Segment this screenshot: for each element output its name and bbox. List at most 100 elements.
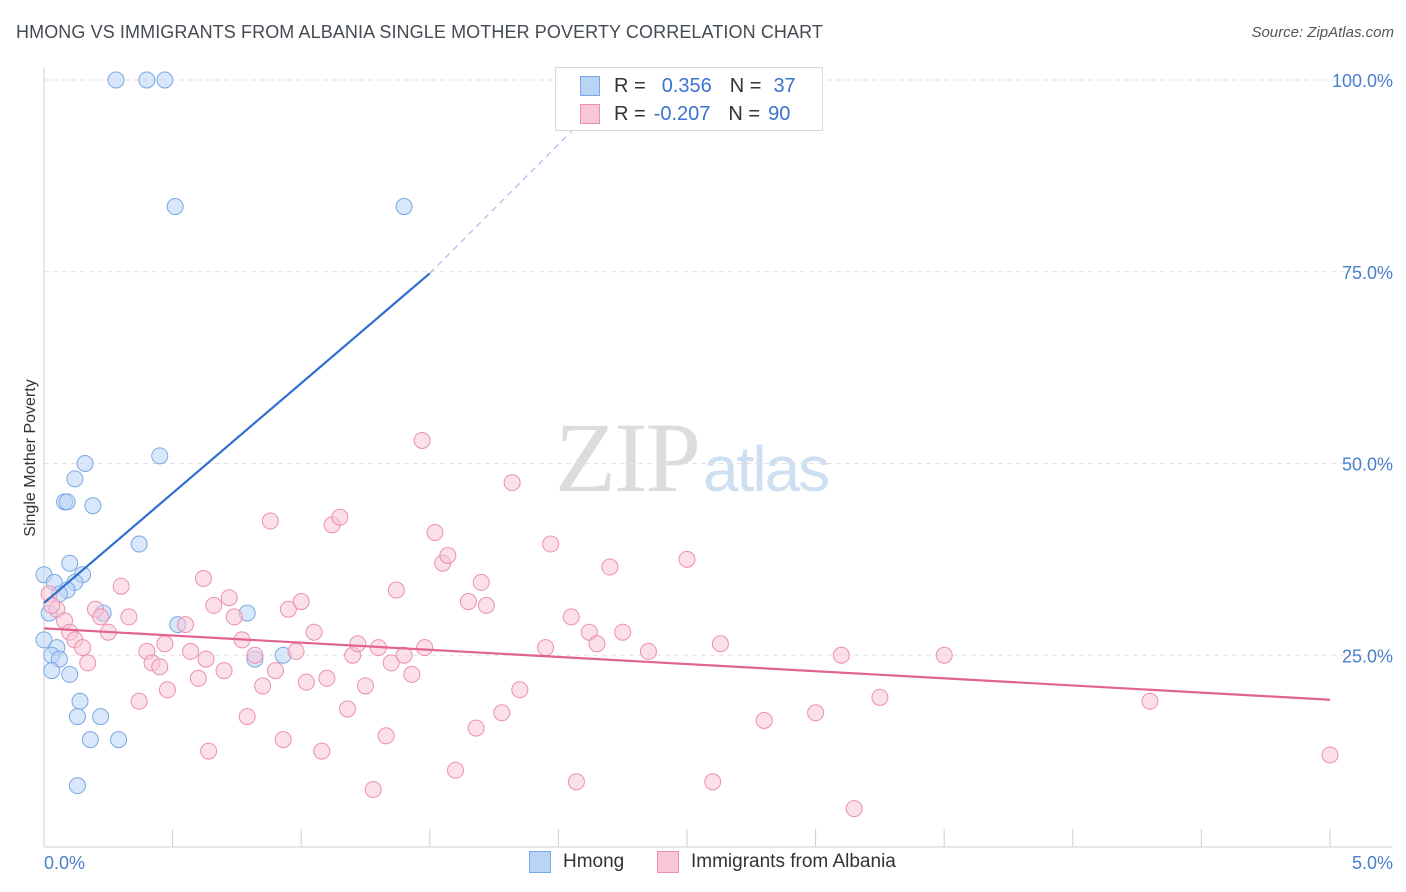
albania-swatch <box>580 104 600 124</box>
correlation-legend: R = 0.356 N = 37 R = -0.207 N = 90 <box>555 67 823 131</box>
albania-point <box>639 642 657 660</box>
albania-point <box>331 508 349 526</box>
legend-n-label: N = <box>729 74 762 97</box>
albania-point <box>704 773 722 791</box>
source-label[interactable]: Source: ZipAtlas.com <box>1251 24 1394 41</box>
albania-point <box>377 727 395 745</box>
hmong-point <box>130 535 148 553</box>
albania-point <box>426 524 444 542</box>
legend-row-hmong: R = 0.356 N = 37 <box>580 73 796 99</box>
albania-point <box>1141 692 1159 710</box>
hmong-point <box>61 554 79 572</box>
albania-point <box>439 547 457 565</box>
hmong-point <box>166 198 184 216</box>
albania-point <box>205 596 223 614</box>
legend-r-value: -0.207 <box>653 102 711 125</box>
hmong-trend-line <box>43 272 431 604</box>
hmong-point <box>92 708 110 726</box>
albania-point <box>197 650 215 668</box>
albania-point <box>387 581 405 599</box>
albania-point <box>120 608 138 626</box>
albania-point <box>156 635 174 653</box>
albania-point <box>261 512 279 530</box>
hmong-point <box>66 470 84 488</box>
albania-point <box>845 800 863 818</box>
legend-r-value: 0.356 <box>661 74 712 97</box>
albania-point <box>200 742 218 760</box>
albania-point <box>413 431 431 449</box>
albania-point <box>542 535 560 553</box>
albania-point <box>176 616 194 634</box>
albania-point <box>459 593 477 611</box>
albania-point <box>92 608 110 626</box>
albania-point <box>313 742 331 760</box>
albania-point <box>807 704 825 722</box>
legend-n-value: 37 <box>773 74 796 97</box>
albania-point <box>189 669 207 687</box>
y-tick-label: 50.0% <box>1342 455 1393 475</box>
albania-point <box>477 596 495 614</box>
albania-point <box>349 635 367 653</box>
albania-point <box>305 623 323 641</box>
albania-point <box>297 673 315 691</box>
albania-point <box>614 623 632 641</box>
albania-point <box>935 646 953 664</box>
hmong-swatch <box>580 76 600 96</box>
legend-item-albania[interactable]: Immigrants from Albania <box>657 851 896 873</box>
x-tick-label: 5.0% <box>1352 853 1393 873</box>
albania-point <box>279 600 297 618</box>
legend-r-label: R = <box>614 102 646 125</box>
albania-point <box>357 677 374 695</box>
y-tick-label: 75.0% <box>1342 263 1393 283</box>
albania-point <box>755 711 773 729</box>
albania-point <box>711 635 729 653</box>
albania-point <box>274 731 292 749</box>
albania-point <box>158 681 176 699</box>
albania-point <box>588 635 606 653</box>
hmong-point <box>61 665 79 683</box>
hmong-point <box>81 731 99 749</box>
albania-point <box>871 688 889 706</box>
albania-point <box>74 639 92 657</box>
albania-trend-line <box>43 627 1331 701</box>
albania-point <box>194 570 212 588</box>
albania-point <box>182 642 200 660</box>
albania-point <box>215 662 233 680</box>
albania-point <box>287 642 305 660</box>
albania-point <box>338 700 356 718</box>
hmong-point <box>156 71 174 89</box>
albania-point <box>832 646 850 664</box>
hmong-point <box>138 71 156 89</box>
albania-point <box>537 639 555 657</box>
legend-item-hmong[interactable]: Hmong <box>529 851 624 873</box>
albania-point <box>292 593 310 611</box>
hmong-point <box>395 198 413 216</box>
albania-point <box>567 773 585 791</box>
albania-point <box>220 589 238 607</box>
legend-r-label: R = <box>614 74 646 97</box>
albania-point <box>238 708 256 726</box>
albania-point <box>416 639 434 657</box>
albania-point <box>511 681 529 699</box>
hmong-point <box>71 692 89 710</box>
albania-point <box>318 669 336 687</box>
albania-point <box>382 654 400 672</box>
albania-point <box>395 646 413 664</box>
albania-point <box>562 608 580 626</box>
albania-point <box>1321 746 1339 764</box>
watermark-zip: ZIP <box>555 402 701 513</box>
hmong-point <box>68 777 86 795</box>
albania-point <box>43 596 61 614</box>
legend-label-albania: Immigrants from Albania <box>691 851 896 872</box>
legend-row-albania: R = -0.207 N = 90 <box>580 101 790 127</box>
albania-point <box>130 692 148 710</box>
hmong-point <box>84 497 102 515</box>
legend-n-value: 90 <box>768 102 791 125</box>
chart-title: HMONG VS IMMIGRANTS FROM ALBANIA SINGLE … <box>16 22 823 42</box>
series-legend: Hmong Immigrants from Albania <box>0 851 1406 879</box>
hmong-point <box>76 455 94 472</box>
albania-point <box>254 677 272 695</box>
legend-n-label: N = <box>728 102 761 125</box>
hmong-point <box>35 631 53 649</box>
